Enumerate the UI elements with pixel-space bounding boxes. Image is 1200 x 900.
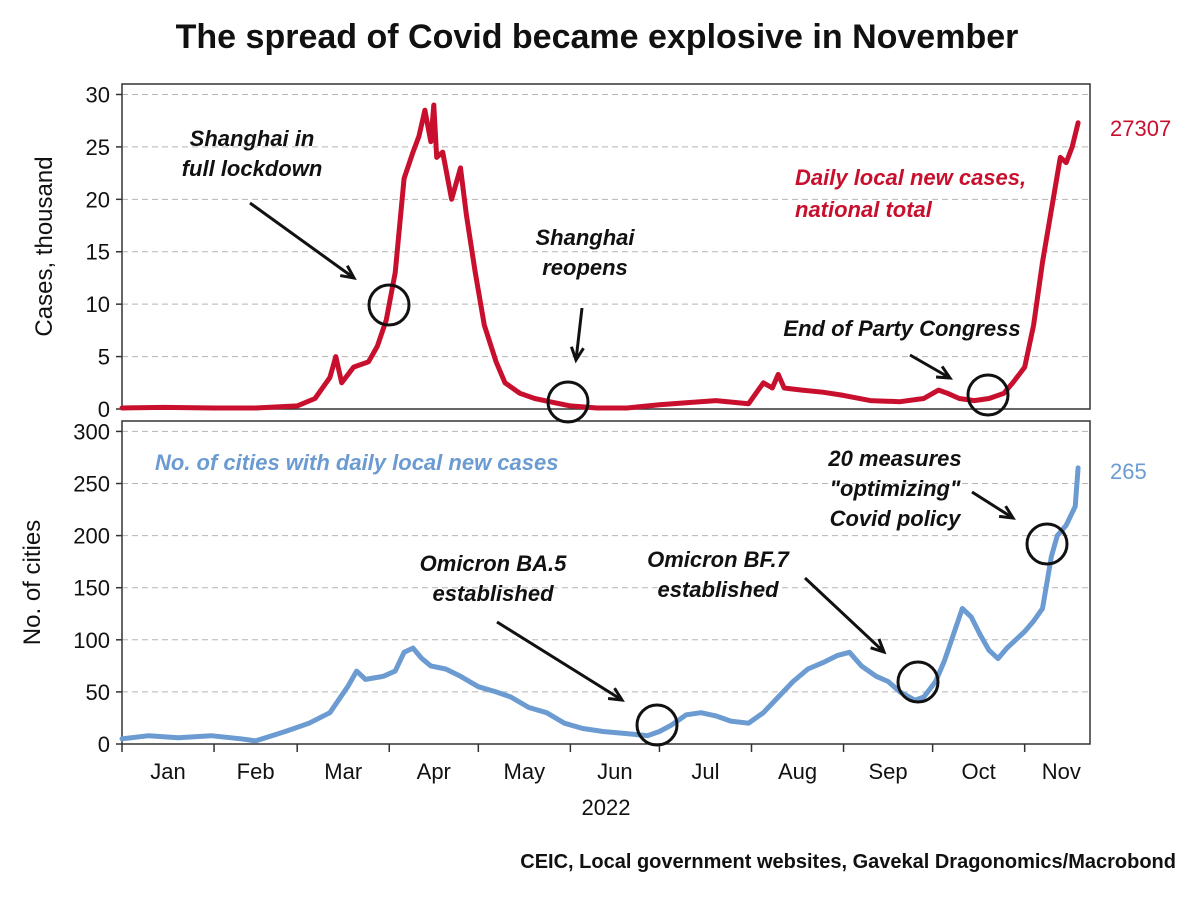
annotation-ba5: Omicron BA.5 <box>420 551 567 576</box>
x-axis: Jan Feb Mar Apr May Jun Jul Aug Sep Oct Nov 2022 <box>121 744 1081 820</box>
annotation-shanghai-lockdown: full lockdown <box>182 156 323 181</box>
x-tick-label: Feb <box>237 759 275 784</box>
annotation-bf7: Omicron BF.7 <box>647 547 791 572</box>
annotation-arrow <box>971 490 1014 520</box>
x-tick-label: Jan <box>150 759 185 784</box>
y-tick-label: 250 <box>73 472 110 497</box>
y-tick-label: 5 <box>98 345 110 370</box>
annotation-arrow <box>249 201 355 280</box>
x-tick-label: Jul <box>691 759 719 784</box>
highlight-circle <box>966 373 1010 417</box>
y-tick-label: 200 <box>73 524 110 549</box>
plot-frame <box>121 420 1091 745</box>
annotation-bf7: established <box>657 577 779 602</box>
x-tick-label: Apr <box>417 759 451 784</box>
highlight-circle <box>367 283 411 327</box>
y-tick-label: 0 <box>98 397 110 422</box>
annotation-20-measures: 20 measures <box>827 446 961 471</box>
last-value-label: 27307 <box>1110 116 1171 141</box>
x-tick-label: Oct <box>962 759 996 784</box>
annotation-arrow-head <box>870 638 887 655</box>
source-note: CEIC, Local government websites, Gavekal… <box>520 851 1176 873</box>
x-tick-label: Aug <box>778 759 817 784</box>
annotation-arrow-head <box>339 264 357 281</box>
y-axis-title: Cases, thousand <box>31 156 58 336</box>
annotation-party-congress: End of Party Congress <box>783 316 1020 341</box>
highlight-circle <box>635 703 679 747</box>
x-tick-label: Nov <box>1042 759 1081 784</box>
y-tick-label: 25 <box>86 135 110 160</box>
y-tick-label: 100 <box>73 628 110 653</box>
annotation-arrow-head <box>935 365 953 380</box>
annotation-arrow-head <box>998 505 1016 520</box>
x-tick-label: Jun <box>597 759 632 784</box>
annotation-arrow-head <box>569 346 585 364</box>
cities-panel: 0 50 100 150 200 250 300 No. of cities 265 <box>19 419 1147 757</box>
highlight-circle <box>1025 522 1069 566</box>
chart-title: The spread of Covid became explosive in … <box>176 18 1019 56</box>
x-tick-label: Mar <box>324 759 362 784</box>
y-tick-label: 150 <box>73 576 110 601</box>
y-tick-label: 10 <box>86 292 110 317</box>
cases-panel: 0 5 10 15 20 25 30 Cases, thousand 27307 <box>31 82 1171 422</box>
y-tick-label: 15 <box>86 240 110 265</box>
annotation-shanghai-reopens: reopens <box>542 255 628 280</box>
y-tick-label: 30 <box>86 82 110 107</box>
y-tick-label: 0 <box>98 732 110 757</box>
series-line <box>119 102 1081 411</box>
x-tick-label: May <box>504 759 546 784</box>
x-tick-label: Sep <box>869 759 908 784</box>
highlight-circle <box>896 660 940 704</box>
annotation-arrow <box>496 620 623 702</box>
y-tick-label: 50 <box>86 680 110 705</box>
y-tick-label: 20 <box>86 187 110 212</box>
series-line <box>119 465 1081 744</box>
annotation-20-measures: Covid policy <box>830 506 963 531</box>
annotation-arrow <box>574 307 584 361</box>
series-label-cases: national total <box>795 197 933 222</box>
annotation-shanghai-lockdown: Shanghai in <box>190 126 315 151</box>
series-label-cities: No. of cities with daily local new cases <box>155 450 558 475</box>
x-axis-title: 2022 <box>582 795 631 820</box>
annotations: Shanghai in full lockdown Shanghai reopens E… <box>155 126 1069 747</box>
annotation-ba5: established <box>432 581 554 606</box>
annotation-20-measures: "optimizing" <box>830 476 961 501</box>
last-value-label: 265 <box>1110 459 1147 484</box>
y-axis-title: No. of cities <box>19 520 46 645</box>
annotation-arrow <box>803 576 886 654</box>
annotation-arrow <box>909 353 951 380</box>
series-label-cases: Daily local new cases, <box>795 165 1026 190</box>
highlight-circle <box>546 380 590 424</box>
annotation-shanghai-reopens: Shanghai <box>535 225 635 250</box>
annotation-arrow-head <box>607 687 625 702</box>
y-tick-label: 300 <box>73 419 110 444</box>
